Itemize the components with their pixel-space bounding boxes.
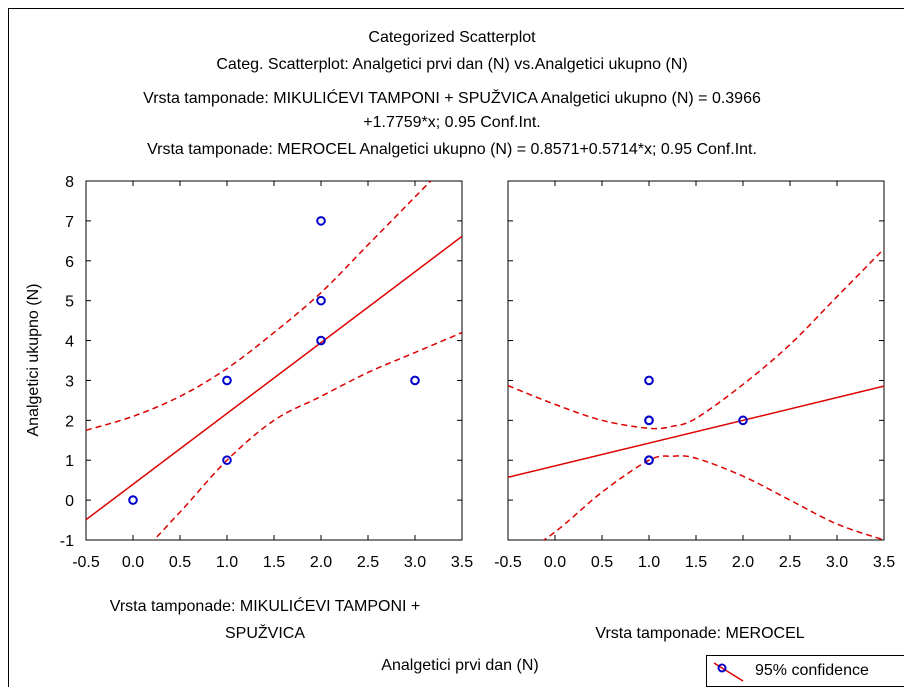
y-tick-label: 6: [65, 254, 74, 271]
x-tick-label: 1.0: [638, 554, 660, 571]
x-axis-label: Analgetici prvi dan (N): [381, 657, 539, 674]
panel1-category-label: Vrsta tamponade: MIKULIĆEVI TAMPONI +: [109, 598, 421, 615]
plot-contents: [86, 181, 462, 540]
x-tick-label: -0.5: [494, 554, 522, 571]
panel2-category-label: Vrsta tamponade: MEROCEL: [595, 625, 805, 642]
panel-merocel: -0.5 0.0 0.5 1.0 1.5 2.0 2.5 3.0 3.5: [494, 180, 895, 571]
y-tick-label: 8: [65, 174, 74, 191]
data-point: [644, 375, 654, 386]
panel-mikulicevi: -0.5 0.0 0.5 1.0 1.5 2.0 2.5 3.0 3.5 -1 0 1 2 3 4 5 6 7 8: [60, 174, 473, 571]
x-tick-label: 3.0: [826, 554, 848, 571]
y-tick-label: 7: [65, 214, 74, 231]
x-tick-label: 3.0: [404, 554, 426, 571]
x-tick-label: 1.0: [216, 554, 238, 571]
data-point: [738, 415, 748, 426]
data-point: [128, 495, 138, 505]
confidence-band-lower: [542, 455, 884, 540]
panel1-category-label-cont: SPUŽVICA: [224, 625, 305, 642]
legend-symbol-icon: [713, 662, 744, 682]
regression-line: [508, 385, 884, 479]
data-point: [222, 455, 232, 466]
chart-frame: [8, 8, 904, 687]
chart-title: Categorized Scatterplot: [368, 29, 536, 46]
data-point: [644, 415, 654, 426]
legend: 95% confidence: [706, 655, 904, 687]
data-point: [410, 375, 420, 386]
y-tick-label: 0: [65, 493, 74, 510]
x-tick-label: 2.5: [779, 554, 801, 571]
regression-equation-panel2: Vrsta tamponade: MEROCEL Analgetici ukup…: [147, 141, 757, 158]
y-tick-label: 3: [65, 373, 74, 390]
x-tick-label: 0.0: [544, 554, 566, 571]
x-tick-label: 2.0: [310, 554, 332, 571]
data-point: [316, 216, 326, 226]
plot-area-frame: [85, 180, 463, 541]
x-tick-label: 0.0: [122, 554, 144, 571]
confidence-band-lower: [152, 331, 462, 540]
data-point: [222, 375, 232, 386]
data-point: [644, 455, 654, 466]
regression-equation-panel1-cont: +1.7759*x; 0.95 Conf.Int.: [363, 114, 541, 131]
x-tick-label: 3.5: [873, 554, 895, 571]
x-tick-label: 2.0: [732, 554, 754, 571]
chart-subtitle: Categ. Scatterplot: Analgetici prvi dan …: [216, 56, 688, 73]
legend-label: 95% confidence: [755, 662, 869, 679]
data-point: [316, 335, 326, 346]
regression-line: [86, 235, 462, 521]
plot-contents: [508, 248, 884, 540]
plot-area-frame: [507, 180, 885, 541]
x-tick-label: 0.5: [169, 554, 191, 571]
x-tick-label: 0.5: [591, 554, 613, 571]
confidence-band-upper: [86, 181, 432, 432]
x-tick-label: 1.5: [685, 554, 707, 571]
y-tick-label: 1: [65, 453, 74, 470]
data-point: [316, 295, 326, 306]
confidence-band-upper: [508, 248, 884, 430]
y-tick-label: -1: [60, 533, 74, 550]
x-tick-label: 2.5: [357, 554, 379, 571]
y-tick-label: 5: [65, 294, 74, 311]
regression-equation-panel1: Vrsta tamponade: MIKULIĆEVI TAMPONI + SP…: [143, 90, 761, 107]
y-tick-label: 2: [65, 413, 74, 430]
y-tick-label: 4: [65, 334, 74, 351]
x-tick-label: -0.5: [72, 554, 100, 571]
x-tick-label: 1.5: [263, 554, 285, 571]
y-axis-label: Analgetici ukupno (N): [25, 284, 42, 437]
x-tick-label: 3.5: [451, 554, 473, 571]
